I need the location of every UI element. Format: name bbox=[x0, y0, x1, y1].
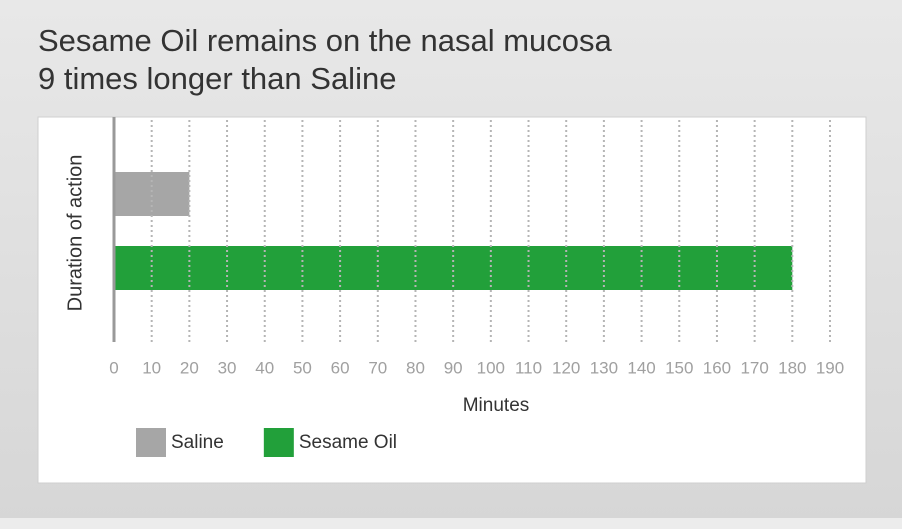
x-tick-label: 60 bbox=[331, 358, 350, 377]
x-tick-label: 40 bbox=[255, 358, 274, 377]
x-tick-label: 110 bbox=[515, 358, 542, 377]
x-tick-label: 140 bbox=[627, 358, 655, 377]
x-tick-label: 70 bbox=[368, 358, 387, 377]
x-tick-label: 150 bbox=[665, 358, 693, 377]
x-tick-label: 50 bbox=[293, 358, 312, 377]
chart-title: Sesame Oil remains on the nasal mucosa bbox=[38, 23, 613, 58]
legend-swatch bbox=[136, 428, 166, 457]
x-tick-label: 180 bbox=[778, 358, 806, 377]
legend-label: Saline bbox=[171, 432, 224, 453]
x-tick-label: 90 bbox=[444, 358, 463, 377]
chart-title: 9 times longer than Saline bbox=[38, 61, 396, 96]
legend-swatch bbox=[263, 428, 294, 457]
x-axis-label: Minutes bbox=[463, 395, 530, 416]
x-tick-label: 130 bbox=[590, 358, 618, 377]
x-tick-label: 120 bbox=[552, 358, 580, 377]
x-tick-label: 20 bbox=[180, 358, 199, 377]
y-axis-label: Duration of action bbox=[64, 155, 86, 312]
x-tick-label: 170 bbox=[740, 358, 768, 377]
legend-label: Sesame Oil bbox=[299, 432, 397, 453]
x-tick-label: 80 bbox=[406, 358, 425, 377]
x-tick-label: 0 bbox=[109, 358, 118, 377]
bar bbox=[114, 246, 793, 290]
x-tick-label: 160 bbox=[703, 358, 731, 377]
footer-strip bbox=[0, 518, 902, 529]
x-tick-label: 190 bbox=[816, 358, 844, 377]
x-tick-label: 30 bbox=[218, 358, 237, 377]
x-tick-label: 100 bbox=[477, 358, 505, 377]
x-tick-label: 10 bbox=[142, 358, 161, 377]
bar bbox=[114, 172, 190, 216]
